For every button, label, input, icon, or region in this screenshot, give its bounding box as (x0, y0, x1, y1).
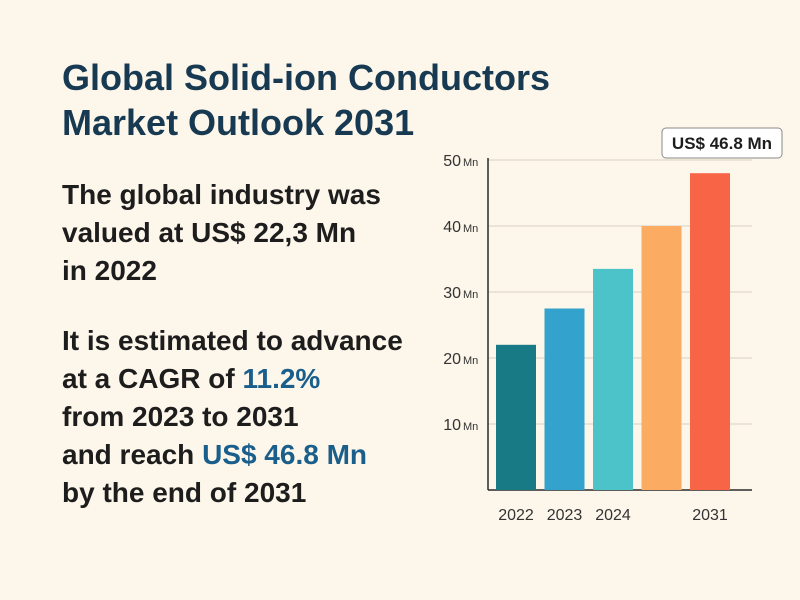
y-tick-label: 30 (443, 285, 461, 302)
bar-2031 (690, 173, 730, 490)
y-tick-label: 10 (443, 417, 461, 434)
y-tick-unit: Mn (463, 289, 478, 301)
forecast-line-4-prefix: and reach (62, 439, 203, 470)
bar-2022 (496, 344, 536, 490)
y-tick-label: 20 (443, 351, 461, 368)
cagr-value: 11.2% (242, 363, 321, 394)
forecast-line-2-prefix: at a CAGR of (62, 363, 243, 394)
bar-unlabeled (641, 226, 682, 490)
valuation-line-1: The global industry was (62, 179, 381, 210)
forecast-line-2: at a CAGR of 11.2% (62, 360, 432, 398)
x-category-label: 2023 (547, 507, 583, 524)
x-category-label: 2024 (595, 507, 631, 524)
forecast-paragraph: It is estimated to advance at a CAGR of … (62, 322, 432, 512)
y-tick-unit: Mn (463, 355, 478, 367)
valuation-line-3: in 2022 (62, 255, 157, 286)
y-tick-unit: Mn (463, 421, 478, 433)
page-title: Global Solid-ion Conductors Market Outlo… (62, 55, 622, 145)
title-line-2: Market Outlook 2031 (62, 102, 415, 143)
value-callout-box (661, 127, 783, 159)
bar-2024 (593, 268, 633, 490)
bar-2023 (544, 308, 585, 490)
y-tick-label: 50 (443, 153, 461, 170)
x-category-label: 2031 (692, 507, 728, 524)
forecast-line-1: It is estimated to advance (62, 325, 403, 356)
forecast-line-4: and reach US$ 46.8 Mn (62, 436, 432, 474)
forecast-line-3: from 2023 to 2031 (62, 401, 299, 432)
value-callout-text: US$ 46.8 Mn (672, 134, 772, 153)
y-tick-unit: Mn (463, 223, 478, 235)
valuation-paragraph: The global industry was valued at US$ 22… (62, 176, 432, 290)
title-line-1: Global Solid-ion Conductors (62, 57, 550, 98)
y-tick-label: 40 (443, 219, 461, 236)
reach-value: US$ 46.8 Mn (202, 439, 368, 470)
forecast-line-5: by the end of 2031 (62, 477, 307, 508)
x-category-label: 2022 (498, 507, 534, 524)
valuation-line-2: valued at US$ 22,3 Mn (62, 217, 357, 248)
y-tick-unit: Mn (463, 157, 478, 169)
